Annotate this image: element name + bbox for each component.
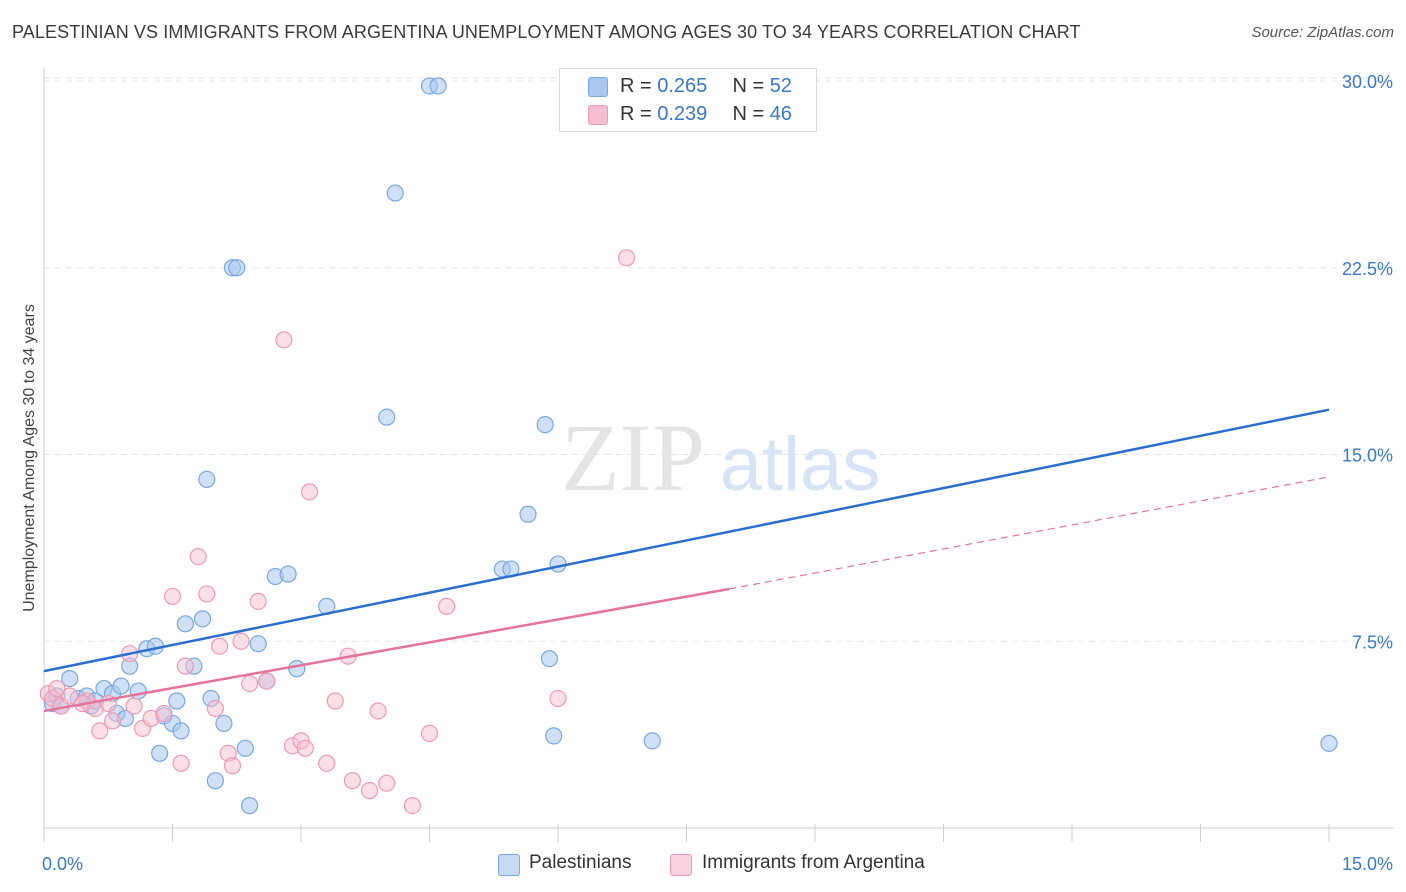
palestinians-point [129,682,147,700]
argentina-point [211,637,229,655]
palestinians-point [536,416,554,434]
y-axis-title: Unemployment Among Ages 30 to 34 years [21,304,38,612]
argentina-point [241,674,259,693]
palestinians-point [540,650,559,668]
argentina-point [155,704,173,723]
palestinians-point [168,692,186,710]
legend-r-label: R = [620,103,658,125]
argentina-point [403,796,421,815]
palestinians-point [193,610,212,628]
argentina-point [549,689,567,708]
legend-n-label: N = [732,103,770,125]
palestinians-point [61,669,79,688]
argentina-point [300,483,319,501]
argentina-point [232,632,250,650]
watermark: ZIP atlas [561,404,880,511]
palestinians-point [198,470,216,488]
palestinians-point [279,565,297,583]
series-legend: Palestinians Immigrants from Argentina [0,852,1406,876]
y-tick-label: 15.0% [1342,446,1393,466]
legend-swatch-palestinians [588,77,608,97]
source-label: Source: ZipAtlas.com [1251,24,1394,41]
y-tick-label: 30.0% [1342,72,1393,92]
argentina-point [343,772,361,790]
argentina-point [318,754,336,772]
palestinians-point [236,739,254,757]
argentina-point [249,592,267,611]
palestinians-point [519,505,537,523]
argentina-point [258,672,276,690]
legend-r-value: 0.239 [657,103,708,125]
argentina-point [378,774,396,792]
argentina-point [163,587,182,606]
correlation-legend: R = 0.265 N = 52 R = 0.239 N = 46 [559,68,817,132]
legend-n-value: 46 [769,103,792,125]
palestinians-point [215,714,233,733]
legend-label-argentina: Immigrants from Argentina [702,852,925,873]
y-tick-label: 7.5% [1352,632,1393,652]
argentina-point [91,722,109,740]
argentina-point [275,331,293,349]
palestinians-point [172,722,190,740]
argentina-point [223,757,242,775]
watermark-zip: ZIP [561,404,705,511]
palestinians-point [1320,734,1338,752]
argentina-point [103,712,122,730]
palestinians-point [176,615,194,633]
legend-swatch-argentina [588,105,608,125]
legend-row-argentina: R = 0.239 N = 46 [620,103,792,126]
palestinians-point [112,677,130,695]
trend-lines [43,408,1330,713]
argentina-point [198,585,216,603]
palestinians-point [151,744,169,762]
legend-n-label: N = [732,75,770,97]
y-tick-labels: 7.5% 15.0% 22.5% 30.0% [1342,72,1393,652]
palestinians-point [549,555,567,573]
palestinians-point [429,77,447,95]
argentina-point [172,754,190,772]
argentina-point [369,702,387,720]
series-argentina [39,249,636,815]
palestinians-point [249,635,267,653]
argentina-point [48,679,66,698]
palestinians-point [241,796,259,815]
argentina-point [420,724,439,742]
palestinians-trend-line [43,408,1330,673]
legend-row-palestinians: R = 0.265 N = 52 [620,75,792,98]
x-tick-label: 0.0% [42,854,83,874]
argentina-point [617,249,636,267]
legend-r-label: R = [620,75,658,97]
argentina-point [326,692,344,710]
x-tick-label: 15.0% [1342,854,1393,874]
legend-swatch-argentina [670,854,692,876]
palestinians-point [643,732,661,750]
palestinians-point [288,660,306,678]
argentina-point [125,697,143,715]
argentina-trend-extension [729,476,1330,590]
chart-title: PALESTINIAN VS IMMIGRANTS FROM ARGENTINA… [12,22,1081,42]
legend-n-value: 52 [769,75,792,97]
argentina-point [176,657,194,675]
y-tick-label: 22.5% [1342,259,1393,279]
argentina-trend-line [43,587,730,713]
argentina-point [360,782,379,800]
legend-swatch-palestinians [498,854,520,876]
legend-label-palestinians: Palestinians [529,852,632,873]
palestinians-point [206,772,224,790]
argentina-point [296,739,314,757]
palestinians-point [545,727,563,745]
argentina-point [189,547,207,566]
palestinians-point [386,184,404,202]
legend-r-value: 0.265 [657,75,708,97]
argentina-point [61,687,79,705]
argentina-point [206,699,224,718]
palestinians-point [228,259,246,277]
grid-lines [44,77,1394,642]
x-ticks [43,824,1330,842]
watermark-atlas: atlas [720,422,881,507]
x-tick-labels: 0.0% 15.0% [42,854,1393,874]
palestinians-point [378,408,396,426]
argentina-point [438,597,456,615]
